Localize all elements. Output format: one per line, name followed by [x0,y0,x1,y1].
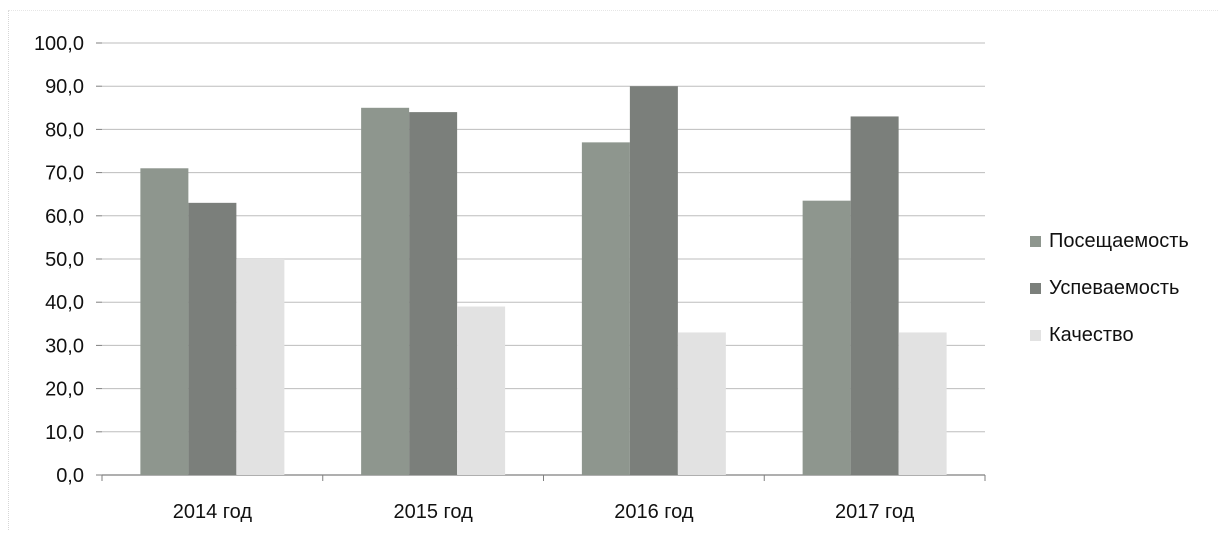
bar [581,142,630,476]
legend-swatch [1030,236,1041,247]
y-tick-label: 90,0 [45,76,84,98]
x-tick-label: 2017 год [835,501,915,523]
bar [457,306,506,475]
y-tick-label: 30,0 [45,335,84,357]
bar [236,259,285,475]
y-tick-label: 10,0 [45,422,84,444]
legend-item: Посещаемость [1030,218,1189,265]
legend-label: Качество [1049,324,1134,346]
x-tick-label: 2014 год [173,501,253,523]
legend-item: Успеваемость [1030,265,1189,312]
legend-swatch [1030,283,1041,294]
y-tick-label: 50,0 [45,249,84,271]
y-tick-label: 100,0 [34,33,84,55]
bar [409,112,458,476]
legend-swatch [1030,330,1041,341]
bar [140,168,189,475]
bar [188,202,237,475]
bar [850,116,899,475]
y-tick-label: 70,0 [45,163,84,185]
bar [677,332,726,475]
y-tick-label: 40,0 [45,292,84,314]
chart-frame [8,10,1218,530]
chart-legend: Посещаемость Успеваемость Качество [1030,218,1189,359]
y-tick-label: 0,0 [56,465,84,487]
legend-item: Качество [1030,312,1189,359]
bar [361,107,410,476]
bar [629,86,678,475]
x-tick-label: 2015 год [393,501,473,523]
y-tick-label: 20,0 [45,379,84,401]
legend-label: Посещаемость [1049,230,1189,252]
bar [898,332,947,475]
legend-label: Успеваемость [1049,277,1180,299]
x-tick-label: 2016 год [614,501,694,523]
bar [802,200,851,475]
y-tick-label: 80,0 [45,119,84,141]
y-tick-label: 60,0 [45,206,84,228]
